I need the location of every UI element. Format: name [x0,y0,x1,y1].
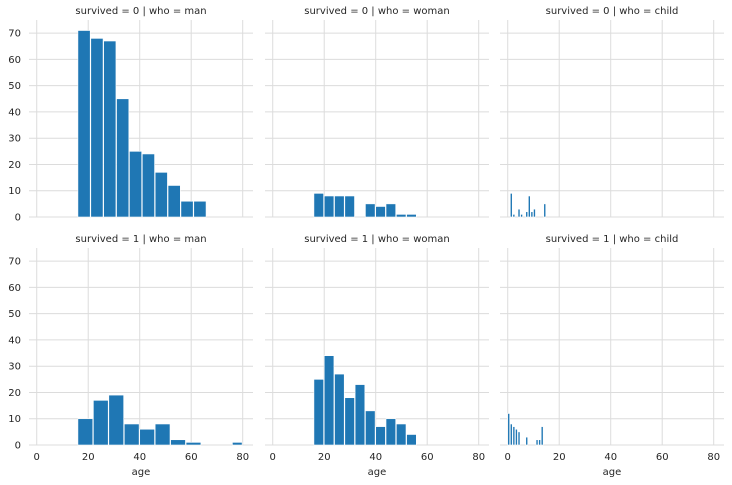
panel-title: survived = 0 | who = man [75,6,206,17]
histogram-bar [90,38,104,218]
histogram-bar [344,195,355,218]
x-tick-label: 80 [236,452,249,463]
histogram-bar [540,426,544,446]
panel-title: survived = 0 | who = child [546,6,679,17]
x-tick-label: 60 [185,452,198,463]
y-tick-label: 20 [8,388,21,399]
histogram-bar [185,442,202,446]
histogram-bar [167,185,181,218]
histogram-bar [334,195,345,218]
y-tick-label: 0 [15,441,21,452]
histogram-bar [375,426,386,446]
y-tick-label: 70 [8,257,21,268]
histogram-bar [406,214,417,218]
histogram-bar [170,439,186,446]
x-tick-label: 60 [421,452,434,463]
histogram-bar [515,428,518,446]
histogram-bar [530,211,534,218]
histogram-bar [141,153,155,218]
histogram-bar [512,214,516,218]
x-axis-label: age [368,467,387,478]
histogram-bar [385,418,397,446]
histogram-bar [520,214,523,218]
histogram-bar [313,379,324,446]
panel-title: survived = 1 | who = woman [304,234,449,245]
histogram-bar [116,98,130,218]
panel-title: survived = 1 | who = man [75,234,206,245]
histogram-bar [139,428,155,446]
histogram-bar [396,214,407,218]
x-tick-label: 80 [707,452,720,463]
histogram-bar [528,195,531,218]
x-tick-label: 40 [133,452,146,463]
x-tick-label: 0 [34,452,40,463]
x-tick-label: 20 [553,452,566,463]
histogram-bar [154,172,168,218]
histogram-bar [507,413,510,446]
histogram-bar [385,203,397,218]
y-tick-label: 30 [8,362,21,373]
x-tick-label: 20 [82,452,95,463]
y-tick-label: 20 [8,160,21,171]
histogram-bar [154,423,171,446]
histogram-bar [543,203,547,218]
y-tick-label: 70 [8,29,21,40]
x-tick-label: 0 [505,452,511,463]
y-tick-label: 50 [8,309,21,320]
x-tick-label: 40 [369,452,382,463]
histogram-bar [535,439,539,446]
histogram-bar [313,193,324,218]
x-tick-label: 80 [472,452,485,463]
y-tick-label: 0 [15,213,21,224]
histogram-bar [365,203,376,218]
panel-title: survived = 1 | who = child [546,234,679,245]
y-tick-label: 40 [8,335,21,346]
histogram-bar [232,442,243,446]
histogram-bar [517,208,521,218]
histogram-bar [509,423,513,446]
histogram-bar [533,208,536,218]
histogram-bar [334,373,345,446]
x-axis-label: age [132,467,151,478]
histogram-bar [375,206,386,218]
histogram-bar [93,400,109,446]
histogram-bar [103,40,117,218]
y-tick-label: 10 [8,186,21,197]
histogram-bar [396,423,407,446]
histogram-bar [193,200,207,218]
x-tick-label: 60 [656,452,669,463]
histogram-bar [512,426,516,446]
histogram-bar [354,384,366,446]
y-tick-label: 60 [8,283,21,294]
histogram-bar [525,211,529,218]
x-axis-label: age [603,467,622,478]
histogram-bar [77,418,94,446]
histogram-bar [509,193,513,218]
histogram-bar [323,355,335,446]
histogram-bar [180,200,194,218]
y-tick-label: 30 [8,134,21,145]
histogram-bar [517,431,521,446]
histogram-bar [344,397,355,446]
histogram-bar [365,410,376,446]
panel-title: survived = 0 | who = woman [304,6,449,17]
histogram-bar [123,423,140,446]
y-tick-label: 50 [8,81,21,92]
y-tick-label: 40 [8,107,21,118]
x-tick-label: 40 [604,452,617,463]
histogram-bar [323,195,335,218]
histogram-bar [129,151,142,218]
histogram-bar [525,436,529,446]
x-tick-label: 20 [318,452,331,463]
histogram-bar [77,30,91,218]
y-tick-label: 60 [8,55,21,66]
y-tick-label: 10 [8,414,21,425]
histogram-bar [406,434,417,446]
histogram-bar [108,394,124,446]
x-tick-label: 0 [270,452,276,463]
histogram-bar [538,439,541,446]
